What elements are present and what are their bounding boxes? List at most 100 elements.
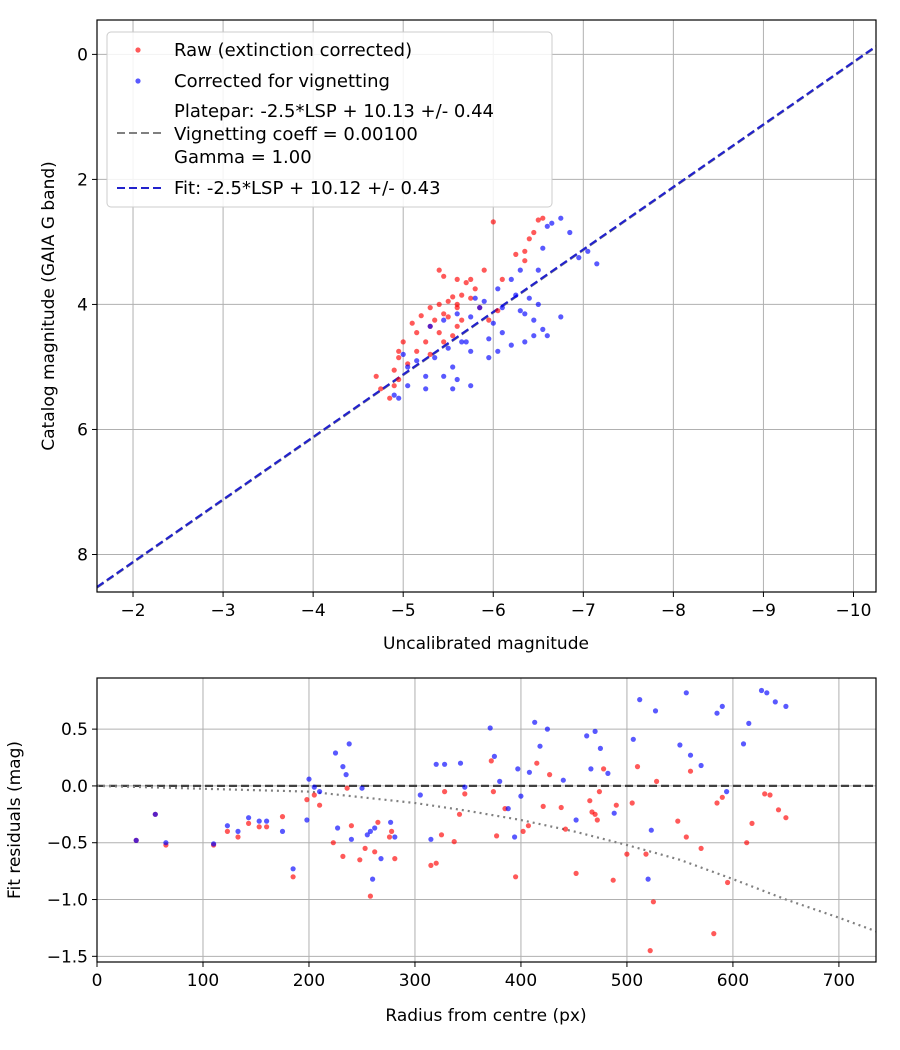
corrected-point (152, 811, 158, 817)
raw-point (224, 828, 230, 835)
y-tick-label: −1.5 (47, 947, 88, 967)
legend-corrected-label: Corrected for vignetting (174, 71, 390, 92)
corrected-point (441, 317, 447, 323)
raw-point (428, 862, 434, 869)
corrected-point (486, 355, 492, 361)
corrected-point (740, 741, 747, 747)
bottom-points (133, 687, 789, 954)
corrected-point (454, 311, 460, 317)
corrected-point (388, 819, 394, 825)
raw-point (378, 386, 384, 392)
corrected-point (508, 276, 514, 282)
corrected-point (405, 364, 411, 370)
corrected-point (256, 818, 262, 824)
corrected-point (454, 376, 460, 383)
raw-point (744, 840, 750, 846)
corrected-point (526, 295, 532, 301)
raw-point (433, 860, 439, 866)
corrected-point (441, 373, 447, 379)
raw-point (392, 856, 398, 862)
corrected-point (535, 301, 541, 307)
raw-point (389, 828, 395, 835)
raw-point (454, 323, 460, 329)
x-tick-label: 500 (611, 971, 643, 991)
y-tick-label: 6 (77, 420, 88, 440)
raw-point (472, 286, 478, 292)
raw-point (526, 236, 532, 242)
top-y-ticks: 0 2 4 6 8 (77, 45, 97, 565)
raw-point (540, 215, 546, 221)
corrected-point (306, 776, 312, 782)
corrected-point (558, 314, 564, 320)
raw-point (451, 839, 457, 845)
raw-point (481, 267, 487, 273)
x-tick-label: 200 (293, 971, 325, 991)
raw-point (450, 333, 456, 339)
x-tick-label: 0 (92, 971, 103, 991)
top-x-axis-label: Uncalibrated magnitude (383, 634, 589, 654)
raw-point (520, 828, 526, 835)
corrected-point (648, 827, 654, 833)
raw-point (459, 292, 465, 298)
raw-point (547, 772, 553, 778)
corrected-point (264, 818, 270, 824)
corrected-point (477, 305, 483, 311)
top-fit-lines (96, 45, 877, 589)
raw-point (573, 870, 579, 877)
corrected-point (468, 383, 474, 389)
top-points (373, 215, 600, 401)
corrected-point (311, 784, 317, 790)
raw-point (562, 826, 569, 832)
x-tick-label: −8 (661, 601, 686, 621)
corrected-point (495, 348, 501, 354)
raw-point (418, 313, 424, 319)
corrected-point (414, 358, 420, 364)
raw-point (513, 251, 519, 257)
corrected-point (544, 333, 550, 339)
raw-point (587, 798, 593, 804)
corrected-point (687, 752, 694, 758)
y-tick-label: 0.5 (61, 720, 88, 740)
x-tick-label: 100 (187, 971, 219, 991)
raw-point (643, 851, 649, 857)
corrected-point (348, 836, 354, 842)
legend: Raw (extinction corrected) Corrected for… (106, 31, 553, 208)
raw-point (409, 320, 415, 326)
raw-point (711, 931, 717, 937)
corrected-point (576, 255, 582, 261)
raw-point (256, 824, 262, 830)
raw-point (375, 819, 381, 825)
corrected-point (417, 792, 423, 798)
raw-point (535, 217, 541, 223)
legend-box (106, 31, 553, 208)
raw-point (683, 834, 689, 840)
raw-point (367, 893, 373, 899)
legend-platepar-line1: Platepar: -2.5*LSP + 10.13 +/- 0.44 (174, 101, 494, 122)
corrected-point (637, 697, 643, 703)
raw-point (468, 295, 474, 301)
corrected-point (427, 323, 433, 329)
top-y-axis-label: Catalog magnitude (GAIA G band) (39, 161, 59, 451)
raw-point (513, 874, 519, 880)
corrected-point (370, 876, 376, 882)
x-tick-label: 400 (505, 971, 537, 991)
raw-point (494, 833, 500, 839)
legend-fit-label: Fit: -2.5*LSP + 10.12 +/- 0.43 (174, 178, 441, 199)
raw-point (441, 273, 447, 279)
raw-point (522, 258, 528, 264)
corrected-point (442, 761, 448, 767)
raw-point (490, 789, 496, 795)
corrected-point (515, 766, 521, 772)
corrected-point (224, 823, 230, 829)
corrected-point (522, 339, 528, 345)
corrected-point (495, 286, 501, 292)
raw-point (445, 298, 451, 304)
raw-point (629, 800, 635, 806)
raw-point (495, 308, 501, 314)
bottom-y-axis-label: Fit residuals (mag) (5, 741, 25, 899)
raw-point (675, 818, 681, 824)
raw-point (432, 317, 438, 323)
corrected-point (531, 333, 537, 339)
raw-point (387, 395, 393, 401)
raw-point (698, 845, 704, 852)
